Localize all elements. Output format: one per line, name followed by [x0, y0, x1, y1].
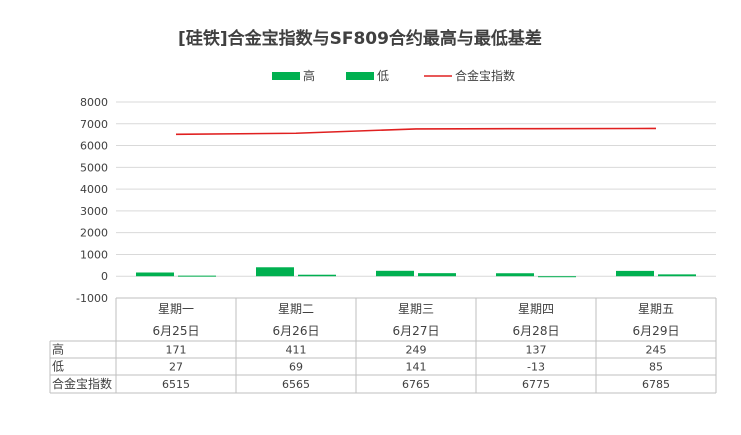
data-label: 141: [406, 361, 427, 374]
bar-low: [658, 274, 696, 277]
data-label: 69: [289, 361, 303, 374]
data-label: 6565: [282, 378, 310, 391]
y-tick-label: 8000: [80, 96, 108, 109]
bar-high: [136, 272, 174, 277]
chart-title: [硅铁]合金宝指数与SF809合约最高与最低基差: [178, 28, 542, 49]
date-label: 6月27日: [393, 324, 440, 338]
data-label: 171: [166, 344, 187, 357]
legend: 高 低 合金宝指数: [272, 68, 515, 83]
legend-swatch: [346, 72, 374, 80]
data-label: -13: [527, 361, 545, 374]
date-label: 6月25日: [153, 324, 200, 338]
data-label: 85: [649, 361, 663, 374]
data-label: 6765: [402, 378, 430, 391]
y-tick-label: 5000: [80, 161, 108, 174]
y-tick-label: -1000: [76, 292, 108, 305]
y-tick-label: 6000: [80, 140, 108, 153]
table-row-header: 高: [52, 342, 64, 357]
index-line-path: [175, 127, 657, 136]
y-tick-label: 3000: [80, 205, 108, 218]
index-line: [175, 127, 657, 136]
data-label: 6775: [522, 378, 550, 391]
data-label: 6785: [642, 378, 670, 391]
data-label: 27: [169, 361, 183, 374]
date-label: 6月29日: [633, 324, 680, 338]
legend-swatch: [272, 72, 300, 80]
category-label: 星期四: [518, 302, 554, 316]
y-tick-label: 4000: [80, 183, 108, 196]
table-row-header: 合金宝指数: [52, 376, 112, 391]
y-tick-label: 7000: [80, 118, 108, 131]
bars: [136, 267, 696, 278]
legend-label: 低: [377, 69, 389, 83]
data-label: 6515: [162, 378, 190, 391]
bar-low: [298, 274, 336, 277]
bar-low: [178, 275, 216, 277]
data-label: 245: [646, 344, 667, 357]
date-label: 6月26日: [273, 324, 320, 338]
date-label: 6月28日: [513, 324, 560, 338]
y-tick-label: 0: [101, 270, 108, 283]
bar-high: [256, 267, 294, 277]
legend-label: 高: [303, 68, 315, 83]
category-label: 星期三: [398, 302, 434, 316]
bar-low: [418, 273, 456, 277]
data-label: 411: [286, 344, 307, 357]
bar-low: [538, 276, 576, 278]
y-tick-label: 1000: [80, 248, 108, 261]
legend-label: 合金宝指数: [455, 68, 515, 83]
table-row-header: 低: [52, 360, 64, 374]
data-table: 星期一 6月25日 星期二 6月26日 星期三 6月27日 星期四 6月28日 星期五 6月29日…: [49, 297, 717, 394]
data-label: 137: [526, 344, 547, 357]
y-axis: -1000 0 1000 2000 3000 4000 5000 6000 7000 8000: [76, 96, 108, 305]
category-label: 星期二: [278, 302, 314, 316]
bar-high: [616, 270, 654, 277]
gridlines: [116, 101, 716, 299]
bar-high: [496, 273, 534, 277]
category-label: 星期一: [158, 302, 194, 316]
bar-high: [376, 270, 414, 277]
data-label: 249: [406, 344, 427, 357]
category-label: 星期五: [638, 302, 674, 316]
y-tick-label: 2000: [80, 227, 108, 240]
